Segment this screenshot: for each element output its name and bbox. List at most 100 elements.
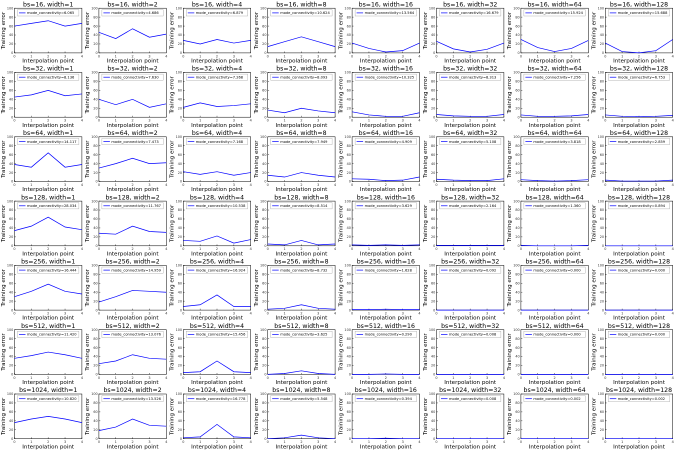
y-tick-label: 0 [518,180,520,184]
x-axis-label: Interpolation point [360,316,413,322]
x-axis-label: Interpolation point [191,251,244,257]
x-axis-label: Interpolation point [107,316,160,322]
x-tick-label: 0 [98,183,100,187]
y-tick-label: 60 [600,346,604,350]
legend-box [186,9,248,17]
y-tick-label: 0 [11,373,13,377]
x-tick-label: 4 [81,376,83,380]
x-tick-label: 4 [334,440,336,444]
y-tick-label: 100 [429,71,435,75]
x-tick-label: 4 [503,183,505,187]
x-tick-label: 3 [402,376,404,380]
x-tick-label: 2 [300,119,302,123]
y-tick-label: 60 [515,217,519,221]
x-tick-label: 1 [368,376,370,380]
y-tick-label: 100 [260,135,266,139]
x-tick-label: 4 [250,54,252,58]
x-tick-label: 4 [587,312,589,316]
x-tick-label: 4 [334,376,336,380]
y-tick-label: 80 [262,208,266,212]
y-tick-label: 60 [178,281,182,285]
y-tick-label: 60 [600,281,604,285]
y-tick-label: 100 [7,392,13,396]
x-tick-label: 2 [216,312,218,316]
x-tick-label: 0 [267,312,269,316]
y-tick-label: 40 [178,419,182,423]
x-tick-label: 3 [570,312,572,316]
y-tick-label: 100 [91,264,97,268]
x-tick-label: 4 [165,247,167,251]
legend-label: mode_connectivity=16.679 [449,11,499,15]
x-tick-label: 0 [182,183,184,187]
legend-label: mode_connectivity=6.879 [196,11,244,15]
legend-box [354,266,417,274]
x-tick-label: 1 [621,312,623,316]
y-axis-label: Training error [423,140,429,179]
legend-box [17,202,80,210]
x-tick-label: 1 [30,54,32,58]
y-tick-label: 100 [7,199,13,203]
series-line [436,40,505,53]
y-axis-label: Training error [507,268,513,307]
y-tick-label: 0 [349,308,351,312]
y-tick-label: 20 [347,364,351,368]
y-tick-label: 60 [262,410,266,414]
x-tick-label: 0 [435,440,437,444]
legend-label: mode_connectivity=6.065 [27,11,74,15]
y-axis-label: Training error [254,140,260,179]
y-tick-label: 80 [178,208,182,212]
legend-box [101,202,164,210]
legend-box [354,138,417,145]
y-tick-label: 40 [262,98,266,102]
x-tick-label: 0 [604,183,606,187]
subplot: bs=32, width=32 Training error Interpolati… [423,66,505,129]
y-tick-label: 0 [349,244,351,248]
x-tick-label: 3 [64,247,66,251]
subplot-title: bs=32, width=4 [192,66,242,73]
subplot-title: bs=16, width=16 [359,1,413,8]
x-tick-label: 3 [570,183,572,187]
subplot: bs=1024, width=2 Training error Interpolat… [85,387,167,450]
y-tick-label: 40 [93,98,97,102]
x-tick-label: 1 [452,183,454,187]
y-tick-label: 20 [262,235,266,239]
subplot: bs=256, width=32 Training error Interpolat… [423,259,505,322]
y-tick-label: 80 [93,401,97,405]
y-tick-label: 20 [9,299,13,303]
subplot: bs=64, width=1 Training error Interpolatio… [1,130,83,193]
x-axis-label: Interpolation point [613,316,666,322]
x-axis-label: Interpolation point [275,123,328,129]
x-tick-label: 3 [486,247,488,251]
series-line [605,179,673,182]
subplot-title: bs=128, width=8 [274,194,328,201]
x-tick-label: 1 [452,376,454,380]
subplot-title: bs=32, width=128 [610,66,668,73]
subplot: bs=512, width=128 Training error Interpola… [592,323,674,386]
y-tick-label: 20 [600,428,604,432]
y-tick-label: 20 [600,299,604,303]
subplot-title: bs=256, width=64 [525,259,583,266]
x-tick-label: 0 [98,312,100,316]
x-tick-label: 2 [638,54,640,58]
y-axis-label: Training error [423,397,429,436]
legend-box [439,266,502,274]
y-tick-label: 60 [9,410,13,414]
subplot: bs=32, width=1 Training error Interpolatio… [1,66,83,129]
y-tick-label: 80 [347,80,351,84]
y-tick-label: 20 [431,106,435,110]
y-tick-label: 80 [431,80,435,84]
x-tick-label: 0 [13,376,15,380]
y-axis-label: Training error [85,268,91,307]
y-tick-label: 0 [349,51,351,55]
x-tick-label: 2 [300,376,302,380]
y-tick-label: 80 [93,144,97,148]
legend-box [186,202,248,210]
series-line [520,179,589,182]
series-line [14,90,82,98]
subplot: bs=64, width=128 Training error Interpolat… [592,130,674,193]
x-axis-label: Interpolation point [613,123,666,129]
x-axis-label: Interpolation point [360,251,413,257]
subplot: bs=128, width=1 Training error Interpolati… [1,194,83,257]
y-tick-label: 0 [96,180,98,184]
y-tick-label: 100 [7,135,13,139]
